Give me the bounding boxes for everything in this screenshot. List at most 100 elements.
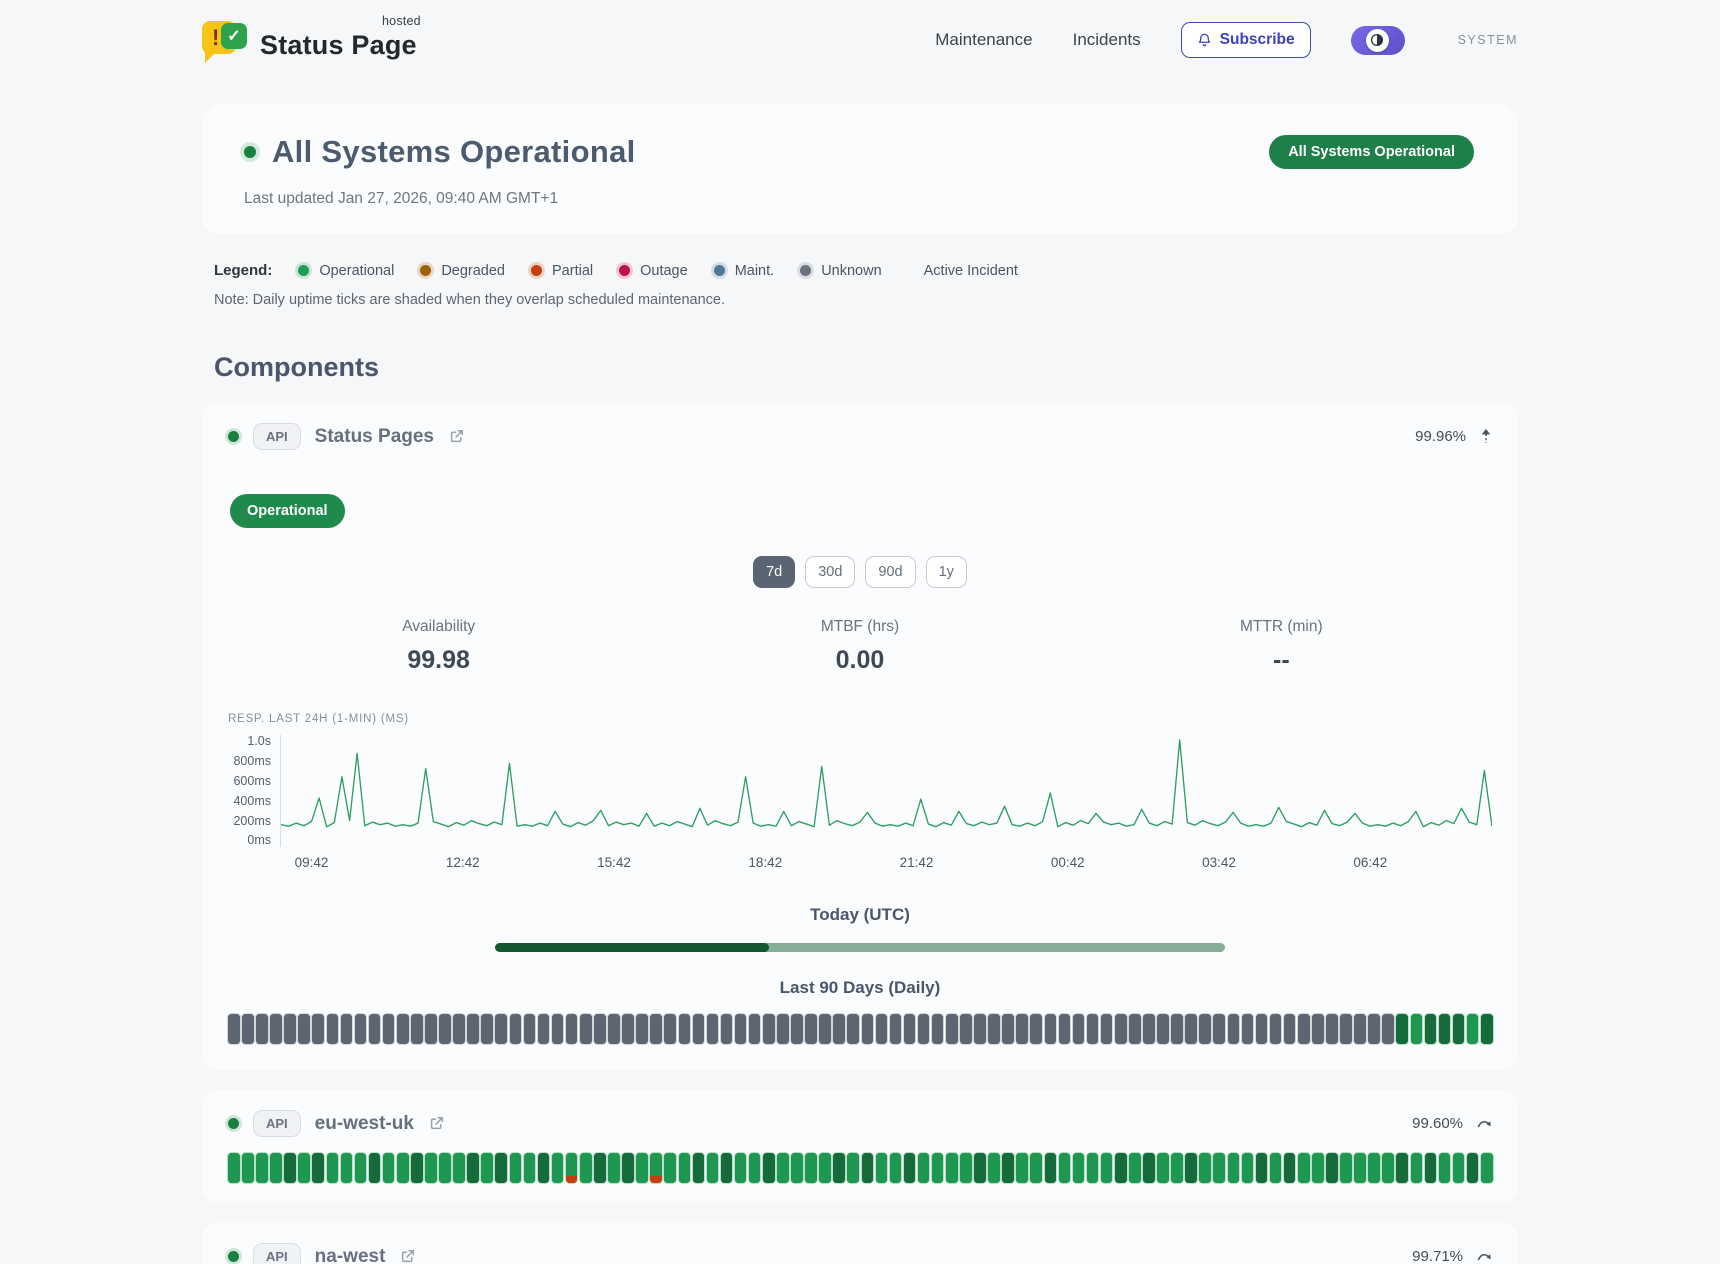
- uptime-tick[interactable]: [551, 1014, 564, 1044]
- uptime-tick[interactable]: [1171, 1014, 1183, 1044]
- uptime-tick[interactable]: [256, 1014, 268, 1044]
- uptime-tick[interactable]: [875, 1014, 888, 1044]
- uptime-tick[interactable]: [1283, 1153, 1296, 1183]
- uptime-tick[interactable]: [805, 1014, 817, 1044]
- uptime-tick[interactable]: [988, 1014, 1000, 1044]
- uptime-tick[interactable]: [650, 1014, 662, 1044]
- uptime-tick[interactable]: [579, 1014, 592, 1044]
- uptime-tick[interactable]: [678, 1014, 691, 1044]
- uptime-tick[interactable]: [1438, 1014, 1451, 1044]
- uptime-tick[interactable]: [622, 1014, 634, 1044]
- uptime-tick[interactable]: [1016, 1014, 1028, 1044]
- subscribe-button[interactable]: Subscribe: [1180, 22, 1311, 58]
- uptime-tick[interactable]: [917, 1014, 930, 1044]
- uptime-tick[interactable]: [1410, 1153, 1423, 1183]
- uptime-tick[interactable]: [1410, 1014, 1423, 1044]
- uptime-tick[interactable]: [270, 1014, 282, 1044]
- uptime-tick[interactable]: [1255, 1014, 1268, 1044]
- uptime-tick[interactable]: [425, 1153, 437, 1183]
- range-button-30d[interactable]: 30d: [805, 556, 856, 588]
- uptime-tick[interactable]: [1340, 1014, 1352, 1044]
- uptime-tick[interactable]: [298, 1014, 310, 1044]
- component-header[interactable]: API Status Pages 99.96%: [228, 423, 1492, 450]
- uptime-tick[interactable]: [537, 1014, 550, 1044]
- uptime-tick[interactable]: [833, 1014, 845, 1044]
- uptime-tick[interactable]: [523, 1153, 536, 1183]
- uptime-tick[interactable]: [1143, 1014, 1155, 1044]
- uptime-tick[interactable]: [242, 1153, 254, 1183]
- uptime-tick[interactable]: [875, 1153, 888, 1183]
- uptime-tick[interactable]: [1269, 1153, 1282, 1183]
- uptime-tick[interactable]: [1438, 1153, 1451, 1183]
- range-button-1y[interactable]: 1y: [925, 556, 967, 588]
- uptime-tick[interactable]: [594, 1014, 606, 1044]
- uptime-tick[interactable]: [1424, 1014, 1437, 1044]
- uptime-tick[interactable]: [1058, 1014, 1071, 1044]
- uptime-tick[interactable]: [1157, 1014, 1169, 1044]
- uptime-tick[interactable]: [228, 1014, 240, 1044]
- theme-toggle[interactable]: [1350, 25, 1405, 55]
- uptime-tick[interactable]: [326, 1014, 339, 1044]
- uptime-tick[interactable]: [1171, 1153, 1183, 1183]
- uptime-tick[interactable]: [1354, 1153, 1366, 1183]
- uptime-tick[interactable]: [242, 1014, 254, 1044]
- uptime-tick[interactable]: [1199, 1153, 1211, 1183]
- uptime-tick[interactable]: [1241, 1014, 1254, 1044]
- uptime-tick[interactable]: [354, 1153, 367, 1183]
- uptime-tick[interactable]: [664, 1014, 676, 1044]
- uptime-tick[interactable]: [551, 1153, 564, 1183]
- uptime-tick[interactable]: [425, 1014, 437, 1044]
- uptime-tick[interactable]: [931, 1153, 944, 1183]
- uptime-tick[interactable]: [340, 1014, 353, 1044]
- uptime-tick[interactable]: [1480, 1014, 1493, 1044]
- uptime-tick[interactable]: [833, 1153, 845, 1183]
- uptime-tick[interactable]: [1086, 1014, 1099, 1044]
- uptime-tick[interactable]: [1030, 1014, 1043, 1044]
- uptime-tick[interactable]: [1424, 1153, 1437, 1183]
- uptime-tick[interactable]: [1143, 1153, 1155, 1183]
- uptime-tick[interactable]: [1283, 1014, 1296, 1044]
- uptime-tick[interactable]: [1354, 1014, 1366, 1044]
- uptime-tick[interactable]: [1269, 1014, 1282, 1044]
- uptime-tick[interactable]: [1100, 1014, 1113, 1044]
- uptime-tick[interactable]: [1002, 1153, 1014, 1183]
- uptime-tick[interactable]: [1213, 1014, 1226, 1044]
- uptime-tick[interactable]: [622, 1153, 634, 1183]
- uptime-tick[interactable]: [1312, 1014, 1324, 1044]
- uptime-tick[interactable]: [439, 1153, 451, 1183]
- uptime-tick[interactable]: [1452, 1014, 1465, 1044]
- uptime-tick[interactable]: [1368, 1153, 1380, 1183]
- uptime-tick[interactable]: [411, 1014, 423, 1044]
- uptime-tick[interactable]: [467, 1153, 479, 1183]
- uptime-tick[interactable]: [1227, 1153, 1240, 1183]
- uptime-tick[interactable]: [791, 1153, 803, 1183]
- uptime-tick[interactable]: [847, 1014, 860, 1044]
- uptime-tick[interactable]: [1382, 1014, 1394, 1044]
- uptime-tick[interactable]: [720, 1153, 733, 1183]
- uptime-tick[interactable]: [636, 1153, 648, 1183]
- uptime-tick[interactable]: [467, 1014, 479, 1044]
- uptime-tick[interactable]: [396, 1153, 409, 1183]
- uptime-tick[interactable]: [819, 1153, 831, 1183]
- uptime-tick[interactable]: [748, 1014, 761, 1044]
- external-link-icon[interactable]: [399, 1248, 416, 1264]
- uptime-tick[interactable]: [903, 1153, 916, 1183]
- uptime-tick[interactable]: [945, 1014, 958, 1044]
- uptime-tick[interactable]: [1312, 1153, 1324, 1183]
- uptime-tick[interactable]: [495, 1153, 508, 1183]
- uptime-tick[interactable]: [453, 1153, 465, 1183]
- uptime-tick[interactable]: [368, 1153, 381, 1183]
- uptime-tick[interactable]: [1072, 1014, 1085, 1044]
- uptime-tick[interactable]: [1326, 1153, 1338, 1183]
- uptime-tick[interactable]: [284, 1153, 296, 1183]
- uptime-tick[interactable]: [340, 1153, 353, 1183]
- uptime-tick[interactable]: [523, 1014, 536, 1044]
- expand-icon[interactable]: [1477, 1251, 1492, 1262]
- expand-icon[interactable]: [1477, 1118, 1492, 1129]
- uptime-tick[interactable]: [960, 1153, 972, 1183]
- uptime-tick[interactable]: [1044, 1153, 1057, 1183]
- uptime-tick[interactable]: [537, 1153, 550, 1183]
- uptime-tick[interactable]: [861, 1014, 874, 1044]
- uptime-tick[interactable]: [481, 1014, 493, 1044]
- uptime-tick[interactable]: [1016, 1153, 1028, 1183]
